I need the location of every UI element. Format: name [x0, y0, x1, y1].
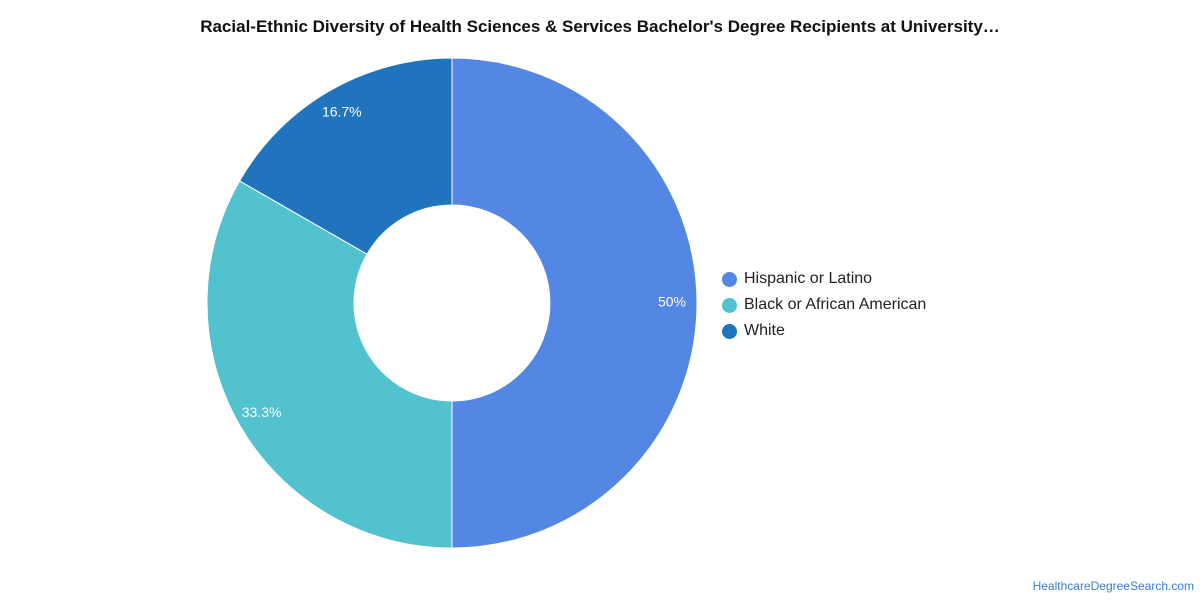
slice-value-label: 33.3%: [242, 404, 282, 420]
slice-value-label: 16.7%: [322, 103, 362, 119]
donut-slice-2[interactable]: [238, 57, 453, 255]
legend-swatch: [722, 271, 737, 287]
legend-label: Black or African American: [744, 296, 927, 313]
donut-slice-0[interactable]: [451, 57, 698, 549]
donut-slice-1[interactable]: [206, 180, 453, 549]
legend-label: White: [744, 322, 785, 339]
legend-item[interactable]: Hispanic or Latino: [722, 266, 926, 292]
legend-item[interactable]: White: [722, 318, 926, 344]
legend-swatch: [722, 323, 737, 339]
legend-swatch: [722, 297, 737, 313]
chart-legend: Hispanic or Latino Black or African Ameri…: [722, 266, 926, 344]
chart-title: Racial-Ethnic Diversity of Health Scienc…: [200, 17, 1000, 36]
legend-label: Hispanic or Latino: [744, 270, 873, 287]
slice-value-label: 50%: [658, 294, 686, 310]
source-link[interactable]: HealthcareDegreeSearch.com: [1032, 579, 1194, 593]
legend-item[interactable]: Black or African American: [722, 292, 926, 318]
